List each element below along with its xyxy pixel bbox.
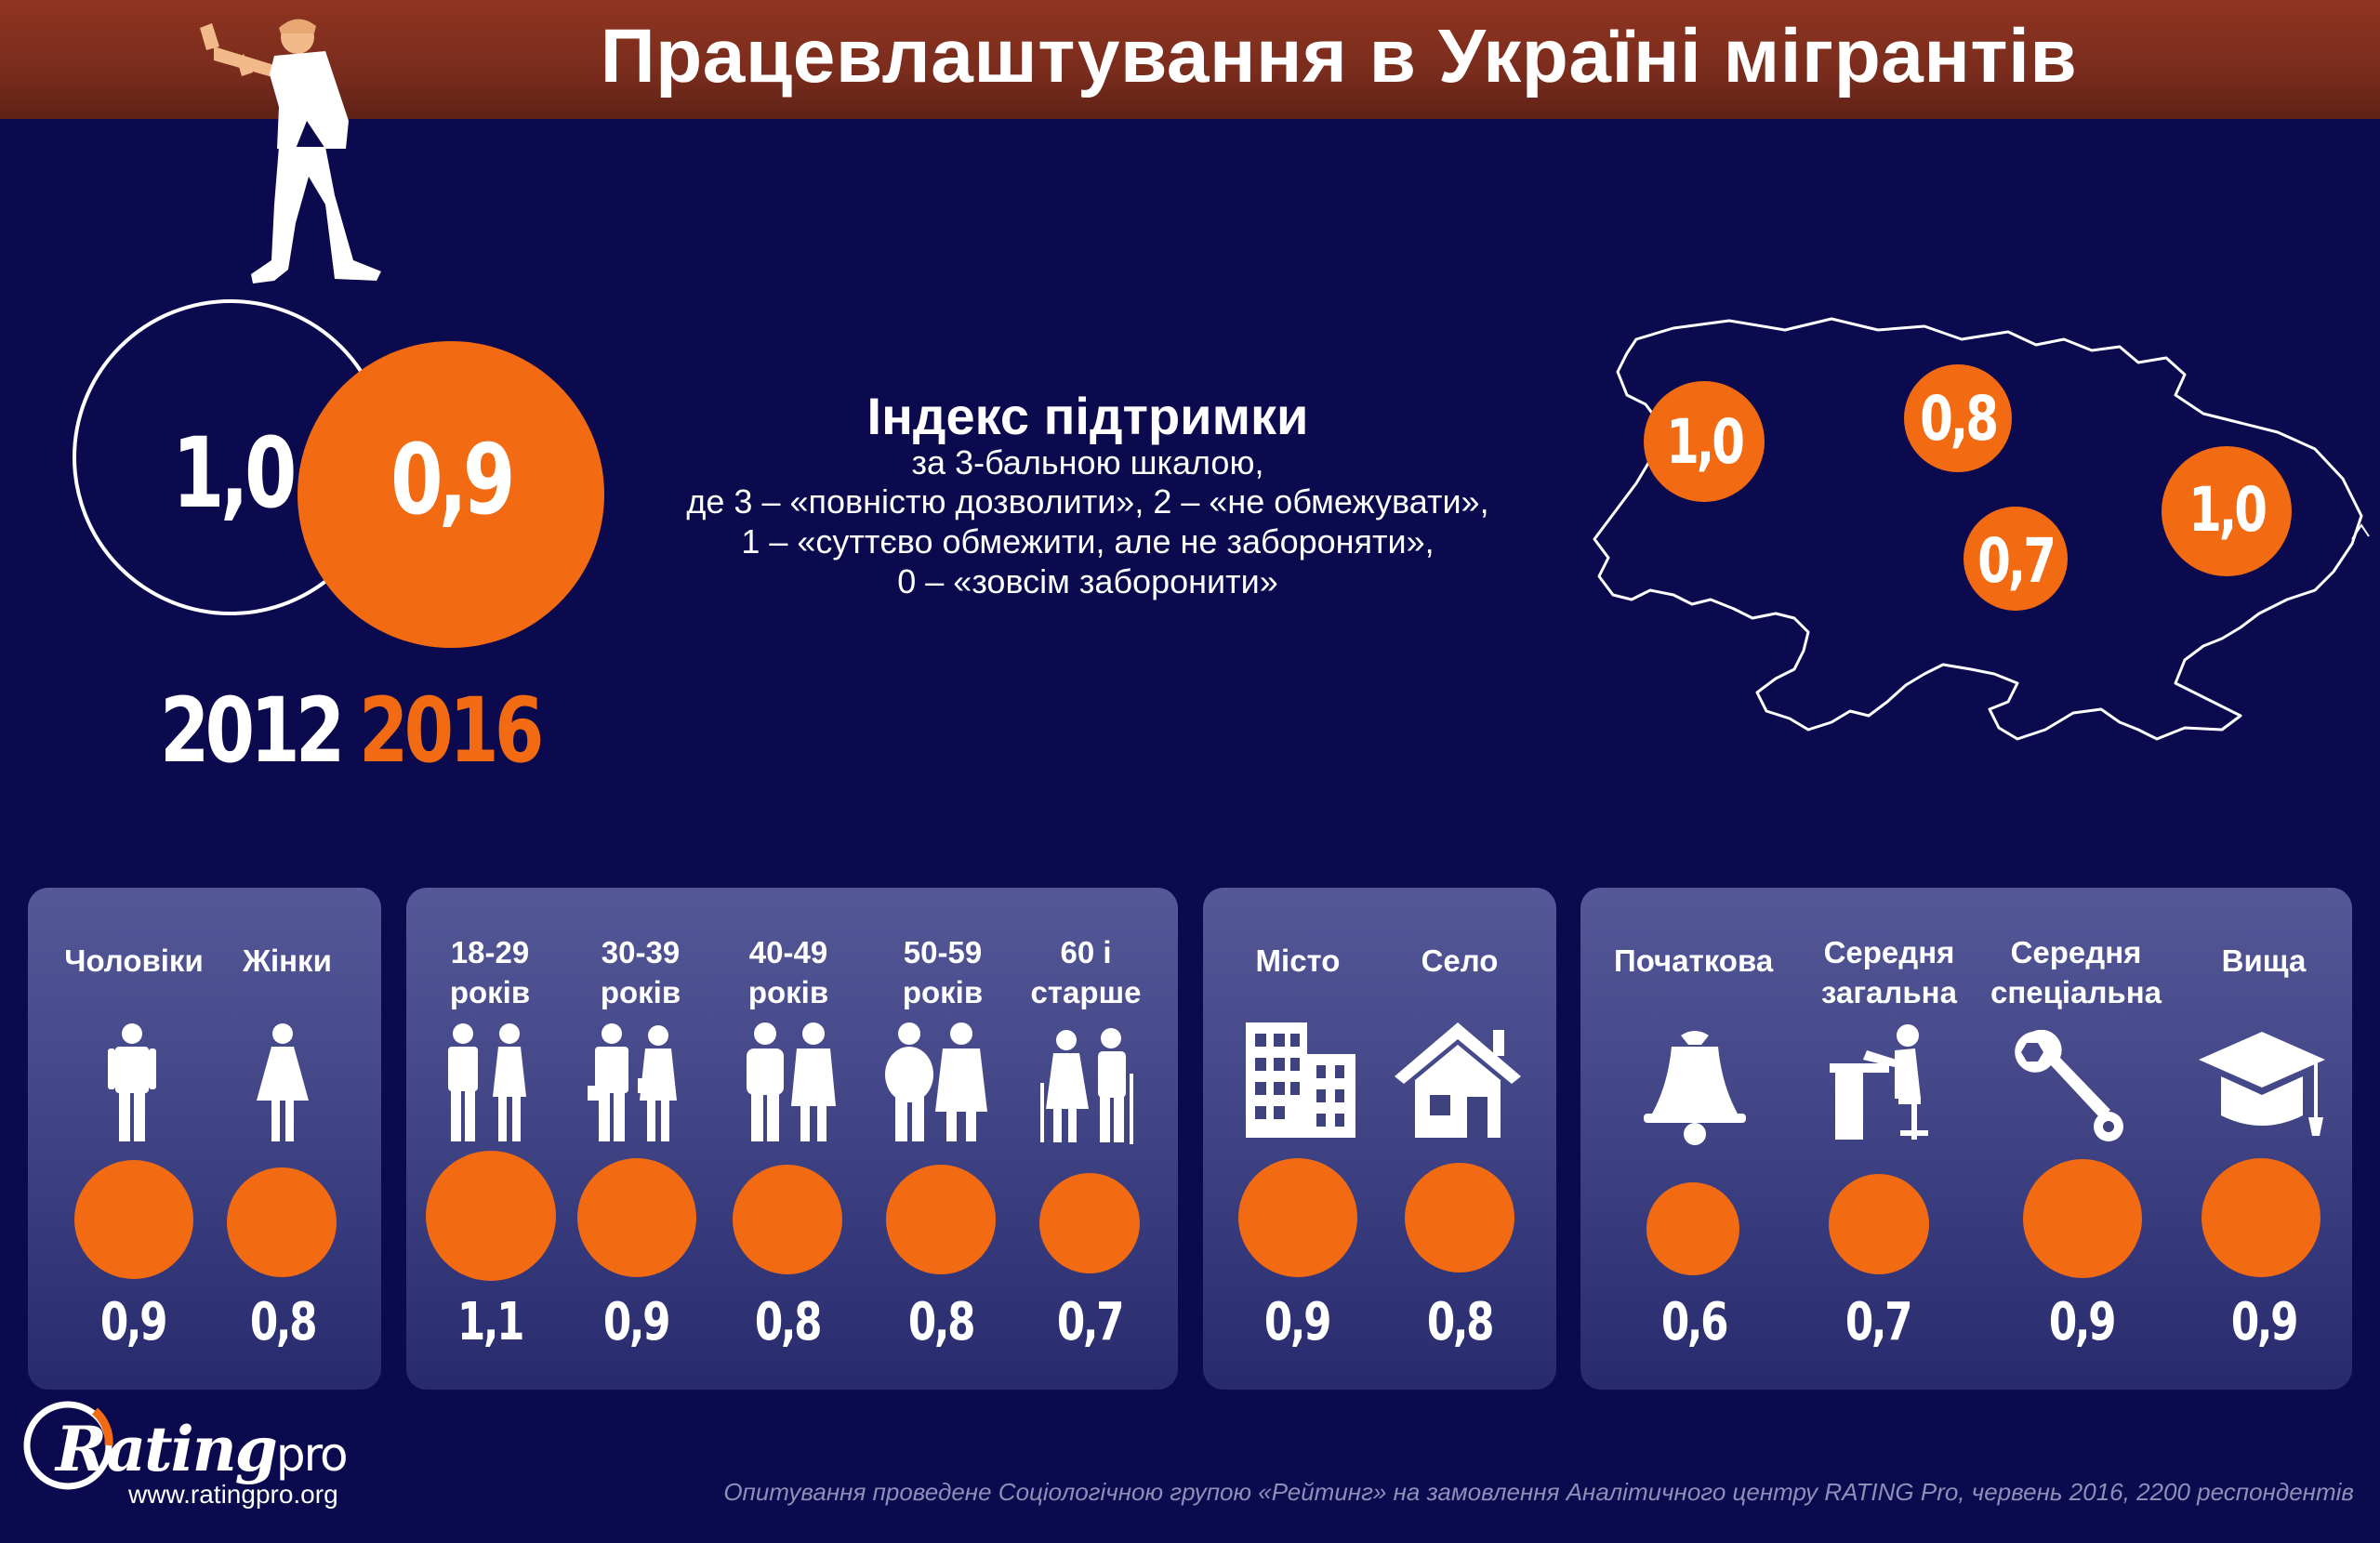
dot-edu-secondary-general bbox=[1829, 1174, 1929, 1274]
dot-city bbox=[1238, 1158, 1357, 1277]
dot-age-30-39 bbox=[577, 1158, 696, 1277]
edu-label-higher: Вища bbox=[2221, 943, 2307, 978]
ratingpro-logo-ring-icon bbox=[23, 1401, 113, 1490]
value-age-60: 0,7 bbox=[1056, 1292, 1125, 1352]
dot-age-50-59 bbox=[886, 1165, 996, 1274]
year-2016-label: 2016 bbox=[359, 679, 544, 783]
logo-url[interactable]: www.ratingpro.org bbox=[128, 1480, 338, 1509]
worker-silhouette-icon bbox=[200, 19, 381, 284]
circle-2016 bbox=[298, 341, 604, 648]
settlement-label-city: Місто bbox=[1255, 943, 1341, 978]
gender-label-men: Чоловіки bbox=[64, 943, 204, 978]
value-age-30-39: 0,9 bbox=[602, 1292, 671, 1352]
dot-age-60 bbox=[1039, 1173, 1140, 1273]
age-label-60: 60 і старше bbox=[1030, 935, 1142, 1009]
region-east-value: 1,0 bbox=[2188, 474, 2268, 546]
region-west-value: 1,0 bbox=[1666, 406, 1745, 478]
age-label-50-59: 50-59 років bbox=[902, 935, 984, 1009]
value-edu-secondary-special: 0,9 bbox=[2048, 1292, 2117, 1352]
age-label-40-49: 40-49 років bbox=[747, 935, 829, 1009]
gender-panel bbox=[28, 888, 381, 1390]
age-label-30-39: 30-39 років bbox=[600, 935, 681, 1009]
young-couple-icon bbox=[448, 1023, 526, 1141]
school-bell-icon bbox=[1644, 1031, 1746, 1145]
value-2016: 0,9 bbox=[390, 423, 515, 536]
year-2012-label: 2012 bbox=[160, 679, 345, 783]
index-line-2: де 3 – «повністю дозволити», 2 – «не обм… bbox=[686, 482, 1489, 521]
older-couple-icon bbox=[885, 1022, 987, 1141]
dot-age-18-29 bbox=[426, 1151, 556, 1281]
man-icon bbox=[108, 1023, 156, 1141]
value-edu-higher: 0,9 bbox=[2230, 1292, 2299, 1352]
ratingpro-logo: Ratingpro bbox=[56, 1413, 349, 1485]
index-line-3: 1 – «суттєво обмежити, але не забороняти… bbox=[741, 522, 1435, 560]
dot-age-40-49 bbox=[733, 1165, 842, 1274]
region-west-circle bbox=[1644, 381, 1765, 502]
index-line-1: за 3-бальною шкалою, bbox=[911, 443, 1264, 481]
logo-suffix: pro bbox=[275, 1428, 349, 1482]
survey-footnote: Опитування проведене Соціологічною групо… bbox=[723, 1478, 2354, 1506]
student-desk-icon bbox=[1830, 1024, 1928, 1140]
dot-edu-primary bbox=[1646, 1182, 1739, 1275]
settlement-panel bbox=[1203, 888, 1556, 1390]
region-north-circle bbox=[1904, 364, 2012, 472]
region-east-circle bbox=[2162, 446, 2292, 576]
value-men: 0,9 bbox=[99, 1292, 168, 1352]
dot-edu-higher bbox=[2202, 1158, 2320, 1277]
value-city: 0,9 bbox=[1263, 1292, 1332, 1352]
age-label-18-29: 18-29 років bbox=[449, 935, 531, 1009]
value-age-50-59: 0,8 bbox=[907, 1292, 976, 1352]
education-panel bbox=[1580, 888, 2352, 1390]
elderly-couple-icon bbox=[1040, 1028, 1133, 1144]
middle-age-couple-icon bbox=[747, 1022, 836, 1141]
region-south-value: 0,7 bbox=[1977, 525, 2056, 597]
dot-village bbox=[1405, 1163, 1514, 1273]
value-age-18-29: 1,1 bbox=[456, 1292, 525, 1352]
edu-label-secondary-special: Середня спеціальна bbox=[1990, 935, 2162, 1009]
header-bar bbox=[0, 0, 2380, 119]
value-2012: 1,0 bbox=[172, 416, 297, 530]
wrench-icon bbox=[2015, 1030, 2123, 1141]
ukraine-map-outline bbox=[1593, 317, 2370, 741]
house-icon bbox=[1395, 1022, 1521, 1138]
woman-icon bbox=[257, 1023, 309, 1141]
region-south-circle bbox=[1964, 507, 2068, 611]
value-age-40-49: 0,8 bbox=[754, 1292, 823, 1352]
graduation-cap-icon bbox=[2199, 1032, 2325, 1136]
logo-brand: Rating bbox=[56, 1413, 278, 1485]
gender-label-women: Жінки bbox=[243, 943, 332, 978]
settlement-label-village: Село bbox=[1421, 943, 1499, 978]
page-title: Працевлаштування в Україні мігрантів bbox=[600, 14, 2078, 99]
age-panel bbox=[406, 888, 1178, 1390]
index-title: Індекс підтримки bbox=[866, 387, 1309, 445]
region-north-value: 0,8 bbox=[1920, 383, 1999, 455]
edu-label-secondary-general: Середня загальна bbox=[1821, 935, 1957, 1009]
value-edu-secondary-general: 0,7 bbox=[1844, 1292, 1913, 1352]
index-line-4: 0 – «зовсім заборонити» bbox=[897, 562, 1278, 600]
value-village: 0,8 bbox=[1426, 1292, 1495, 1352]
dot-men bbox=[74, 1160, 193, 1279]
dot-edu-secondary-special bbox=[2023, 1159, 2142, 1278]
city-buildings-icon bbox=[1246, 1022, 1355, 1138]
value-edu-primary: 0,6 bbox=[1660, 1292, 1729, 1352]
value-women: 0,8 bbox=[249, 1292, 318, 1352]
dot-women bbox=[227, 1167, 337, 1277]
business-couple-icon bbox=[588, 1023, 677, 1141]
edu-label-primary: Початкова bbox=[1614, 943, 1774, 978]
